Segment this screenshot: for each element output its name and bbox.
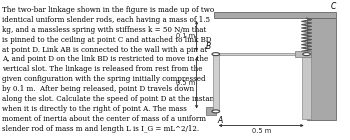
Circle shape xyxy=(212,53,219,56)
Text: moment of inertia about the center of mass of a uniform: moment of inertia about the center of ma… xyxy=(2,115,206,123)
Text: given configuration with the spring initially compressed: given configuration with the spring init… xyxy=(2,75,205,83)
Text: A: A xyxy=(217,116,223,125)
Text: slender rod of mass m and length L is I_G = mL^2/12.: slender rod of mass m and length L is I_… xyxy=(2,125,199,133)
Text: A, and point D on the link BD is restricted to move in the: A, and point D on the link BD is restric… xyxy=(2,55,208,63)
Polygon shape xyxy=(206,107,216,115)
Text: along the slot. Calculate the speed of point D at the instant: along the slot. Calculate the speed of p… xyxy=(2,95,217,103)
Text: 0.5 m: 0.5 m xyxy=(252,128,271,134)
Text: identical uniform slender rods, each having a mass of 1.5: identical uniform slender rods, each hav… xyxy=(2,16,210,24)
Circle shape xyxy=(303,53,310,56)
Polygon shape xyxy=(216,53,307,55)
Text: kg, and a massless spring with stiffness k = 50 N/m that: kg, and a massless spring with stiffness… xyxy=(2,26,206,34)
Text: C: C xyxy=(330,2,336,11)
Text: vertical slot. The linkage is released from rest from the: vertical slot. The linkage is released f… xyxy=(2,65,202,73)
Text: 0.1 m: 0.1 m xyxy=(176,33,195,39)
Text: by 0.1 m.  After being released, point D travels down: by 0.1 m. After being released, point D … xyxy=(2,85,194,93)
Polygon shape xyxy=(307,18,336,120)
Polygon shape xyxy=(302,52,311,119)
Text: when it is directly to the right of point A. The mass: when it is directly to the right of poin… xyxy=(2,105,187,113)
Polygon shape xyxy=(295,51,311,57)
Polygon shape xyxy=(214,12,336,18)
Text: at point D. Link AB is connected to the wall with a pin at: at point D. Link AB is connected to the … xyxy=(2,46,207,54)
Text: 0.5 m: 0.5 m xyxy=(176,80,195,86)
Text: The two-bar linkage shown in the figure is made up of two: The two-bar linkage shown in the figure … xyxy=(2,6,214,14)
Polygon shape xyxy=(213,54,219,111)
Text: B: B xyxy=(205,42,211,51)
Circle shape xyxy=(212,110,219,113)
Text: is pinned to the ceiling at point C and attached to link BD: is pinned to the ceiling at point C and … xyxy=(2,36,211,44)
